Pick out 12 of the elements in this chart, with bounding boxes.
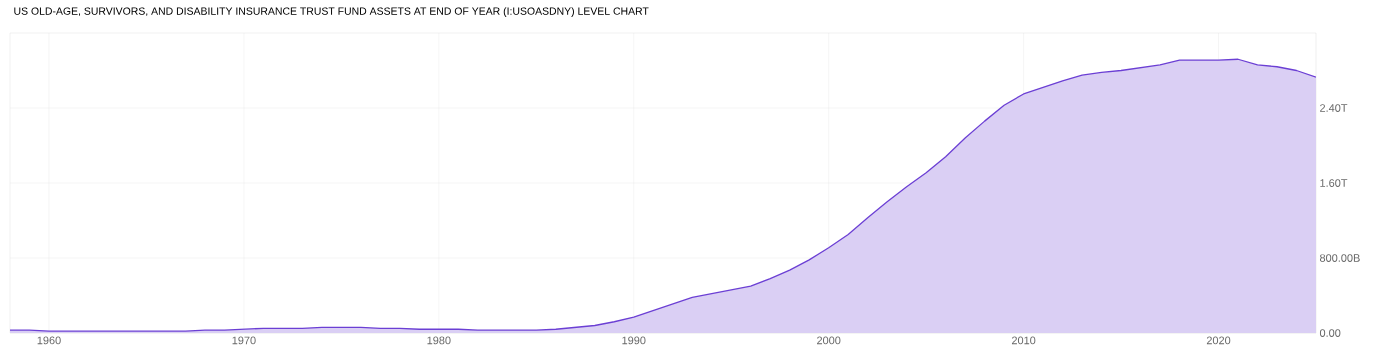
chart-title: US OLD-AGE, SURVIVORS, AND DISABILITY INSURANCE TRUST FUND ASSETS AT END OF YEAR (I:USOASDNY) LEVEL CHART xyxy=(14,7,649,17)
x-tick-label: 1980 xyxy=(427,336,451,345)
x-tick-label: 1970 xyxy=(232,336,256,345)
x-tick-label: 2020 xyxy=(1206,336,1231,345)
x-tick-label: 1960 xyxy=(37,336,61,345)
x-tick-label: 1990 xyxy=(622,336,646,345)
x-tick-label: 2000 xyxy=(817,336,841,345)
y-tick-label: 2.40T xyxy=(1320,104,1348,112)
y-tick-label: 0.00 xyxy=(1319,329,1341,337)
y-tick-label: 800.00B xyxy=(1319,254,1360,262)
y-tick-label: 1.60T xyxy=(1320,179,1348,187)
x-tick-label: 2010 xyxy=(1011,336,1036,345)
